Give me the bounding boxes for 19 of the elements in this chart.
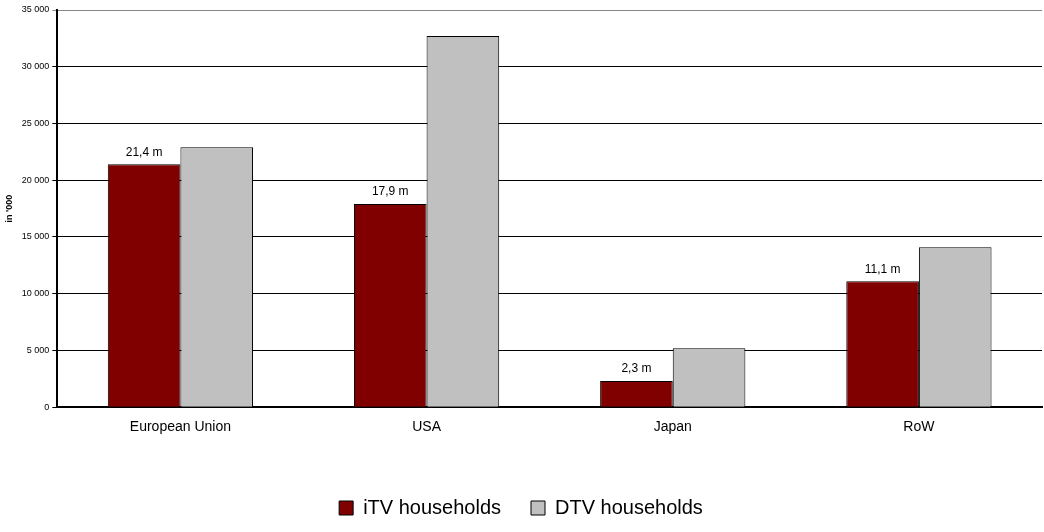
y-axis-title: in '000: [3, 194, 14, 223]
annotation: 17,9 m: [371, 184, 409, 199]
annotation: 11,1 m: [864, 261, 901, 276]
y-tick-label: 35 000: [21, 4, 50, 15]
y-tick-label: 10 000: [21, 288, 50, 299]
x-tick-label: Japan: [653, 418, 692, 435]
annotation: 2,3 m: [621, 361, 652, 376]
legend-label: DTV households: [555, 495, 703, 518]
y-tick-label: 5 000: [26, 344, 50, 355]
x-tick-label: USA: [412, 418, 442, 435]
y-tick-label: 30 000: [21, 61, 50, 72]
x-tick-label: RoW: [903, 418, 936, 435]
y-tick-label: 25 000: [21, 117, 50, 128]
x-tick-label: European Union: [129, 418, 232, 435]
y-tick-label: 15 000: [21, 231, 50, 242]
annotation: 21,4 m: [125, 144, 163, 159]
y-tick-label: 20 000: [21, 174, 50, 185]
y-tick-label: 0: [44, 401, 50, 412]
legend-label: iTV households: [363, 495, 502, 518]
